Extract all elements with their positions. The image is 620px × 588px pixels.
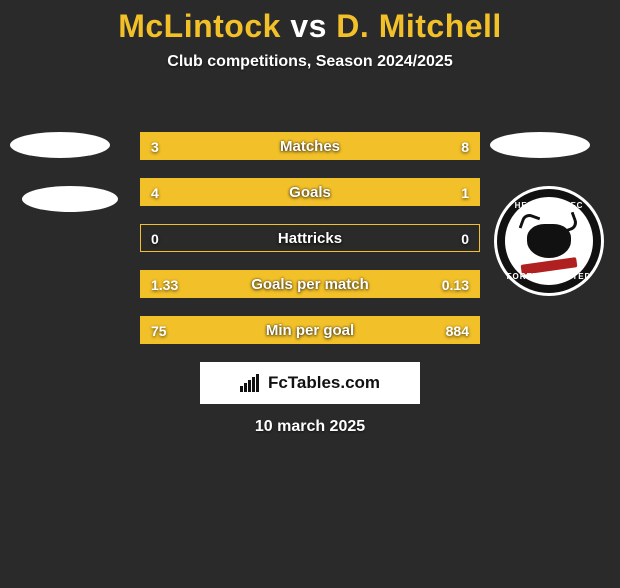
stat-value-right: 0 xyxy=(461,225,469,251)
player2-name: D. Mitchell xyxy=(336,8,502,44)
source-badge: FcTables.com xyxy=(200,362,420,404)
stat-value-right: 0.13 xyxy=(442,271,469,297)
crest-bull-icon xyxy=(527,224,571,258)
stat-row: 1.33Goals per match0.13 xyxy=(140,270,480,298)
comparison-title: McLintock vs D. Mitchell xyxy=(0,8,620,45)
crest-ring: HEREFORD FC FOREVER UNITED xyxy=(497,189,601,293)
stat-value-right: 884 xyxy=(446,317,469,343)
stat-value-right: 1 xyxy=(461,179,469,205)
source-badge-text: FcTables.com xyxy=(268,373,380,393)
club-crest: HEREFORD FC FOREVER UNITED xyxy=(494,186,604,296)
stat-row: 4Goals1 xyxy=(140,178,480,206)
stat-row: 75Min per goal884 xyxy=(140,316,480,344)
side-ellipse xyxy=(490,132,590,158)
stat-label: Goals per match xyxy=(141,271,479,297)
vs-text: vs xyxy=(290,8,327,44)
stat-row: 3Matches8 xyxy=(140,132,480,160)
side-ellipse xyxy=(10,132,110,158)
subtitle: Club competitions, Season 2024/2025 xyxy=(0,53,620,71)
stats-column: 3Matches8 4Goals1 0Hattricks0 1.33Goals per… xyxy=(140,132,480,362)
stat-label: Hattricks xyxy=(141,225,479,251)
crest-text-top: HEREFORD FC xyxy=(515,201,584,210)
stat-label: Matches xyxy=(141,133,479,159)
bar-chart-icon xyxy=(240,374,262,392)
date-text: 10 march 2025 xyxy=(0,418,620,436)
side-ellipse xyxy=(22,186,118,212)
stat-label: Min per goal xyxy=(141,317,479,343)
crest-text-bottom: FOREVER UNITED xyxy=(507,272,592,281)
stat-label: Goals xyxy=(141,179,479,205)
stat-row: 0Hattricks0 xyxy=(140,224,480,252)
player1-name: McLintock xyxy=(118,8,281,44)
stat-value-right: 8 xyxy=(461,133,469,159)
